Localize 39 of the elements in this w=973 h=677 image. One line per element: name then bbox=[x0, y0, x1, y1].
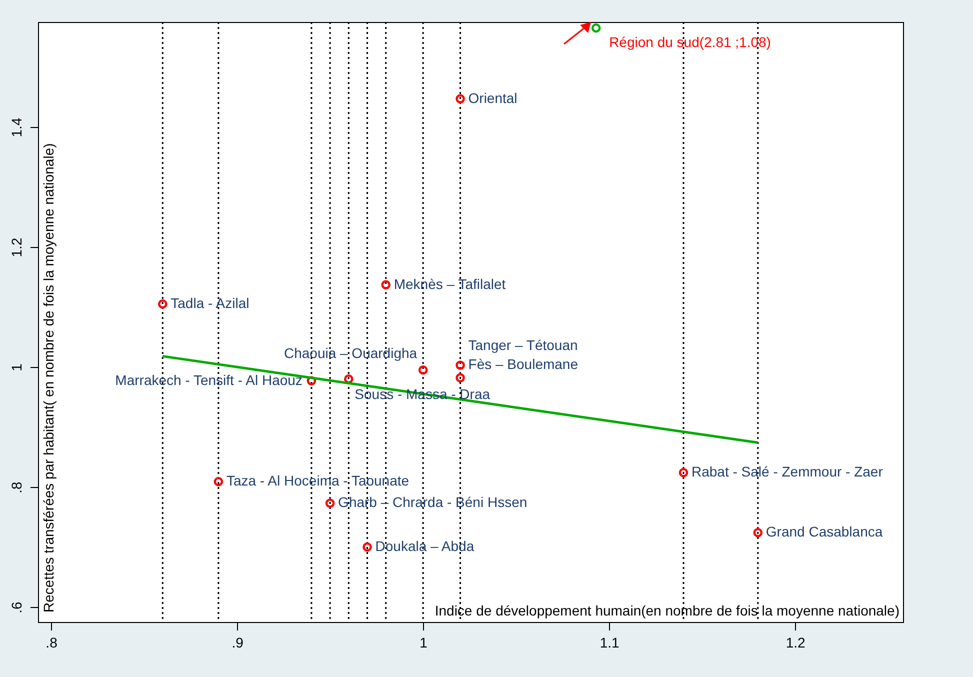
y-axis-title: Recettes transférées par habitant( en nombre de fois la moyenne nationale) bbox=[40, 143, 56, 612]
x-tick-label: .9 bbox=[232, 634, 244, 650]
point bbox=[214, 476, 224, 486]
annotation: Grand Casablanca bbox=[766, 524, 883, 540]
annotation: Chaouia – Ouardigha bbox=[284, 345, 418, 361]
point bbox=[456, 94, 465, 104]
y-tick-label: .6 bbox=[8, 601, 24, 614]
point bbox=[456, 373, 465, 382]
annotation: Marrakech - Tensift - Al Haouz bbox=[115, 372, 302, 388]
point bbox=[456, 360, 465, 370]
annotation: Rabat - Salé - Zemmour - Zaer bbox=[691, 464, 884, 480]
point bbox=[306, 376, 316, 386]
point bbox=[591, 23, 601, 33]
y-tick-label: .8 bbox=[8, 481, 24, 494]
annotation: Tanger – Tétouan bbox=[468, 336, 578, 353]
x-tick-label: .8 bbox=[46, 634, 58, 650]
annotation: Meknès – Tafilalet bbox=[394, 276, 506, 292]
point bbox=[362, 542, 372, 552]
x-tick-label: 1 bbox=[420, 634, 428, 650]
point bbox=[325, 498, 335, 508]
y-tick-label: 1.4 bbox=[8, 118, 24, 138]
annotation: Taza - Al Hoceima - Taounate bbox=[226, 472, 410, 489]
annotation: Gharb – Chrarda - Béni Hssen bbox=[338, 494, 528, 510]
point bbox=[381, 280, 390, 290]
y-tick-label: 1.2 bbox=[8, 238, 24, 258]
point bbox=[418, 365, 428, 375]
annotation: Doukala – Abda bbox=[375, 538, 474, 554]
point bbox=[678, 468, 688, 478]
x-tick-label: 1.1 bbox=[600, 634, 620, 650]
annotation: Tadla - Azilal bbox=[170, 295, 250, 311]
point bbox=[158, 299, 168, 309]
point bbox=[753, 528, 763, 538]
y-tick-label: 1 bbox=[8, 363, 24, 372]
x-axis-title: Indice de développement humain(en nombre de fois la moyenne nationale) bbox=[434, 602, 900, 618]
point bbox=[344, 374, 354, 384]
annotation: Oriental bbox=[468, 90, 518, 106]
annotation: Fès – Boulemane bbox=[468, 356, 578, 372]
x-tick-label: 1.2 bbox=[786, 634, 806, 650]
annotation: Région du sud(2.81 ;1.08) bbox=[609, 34, 771, 50]
